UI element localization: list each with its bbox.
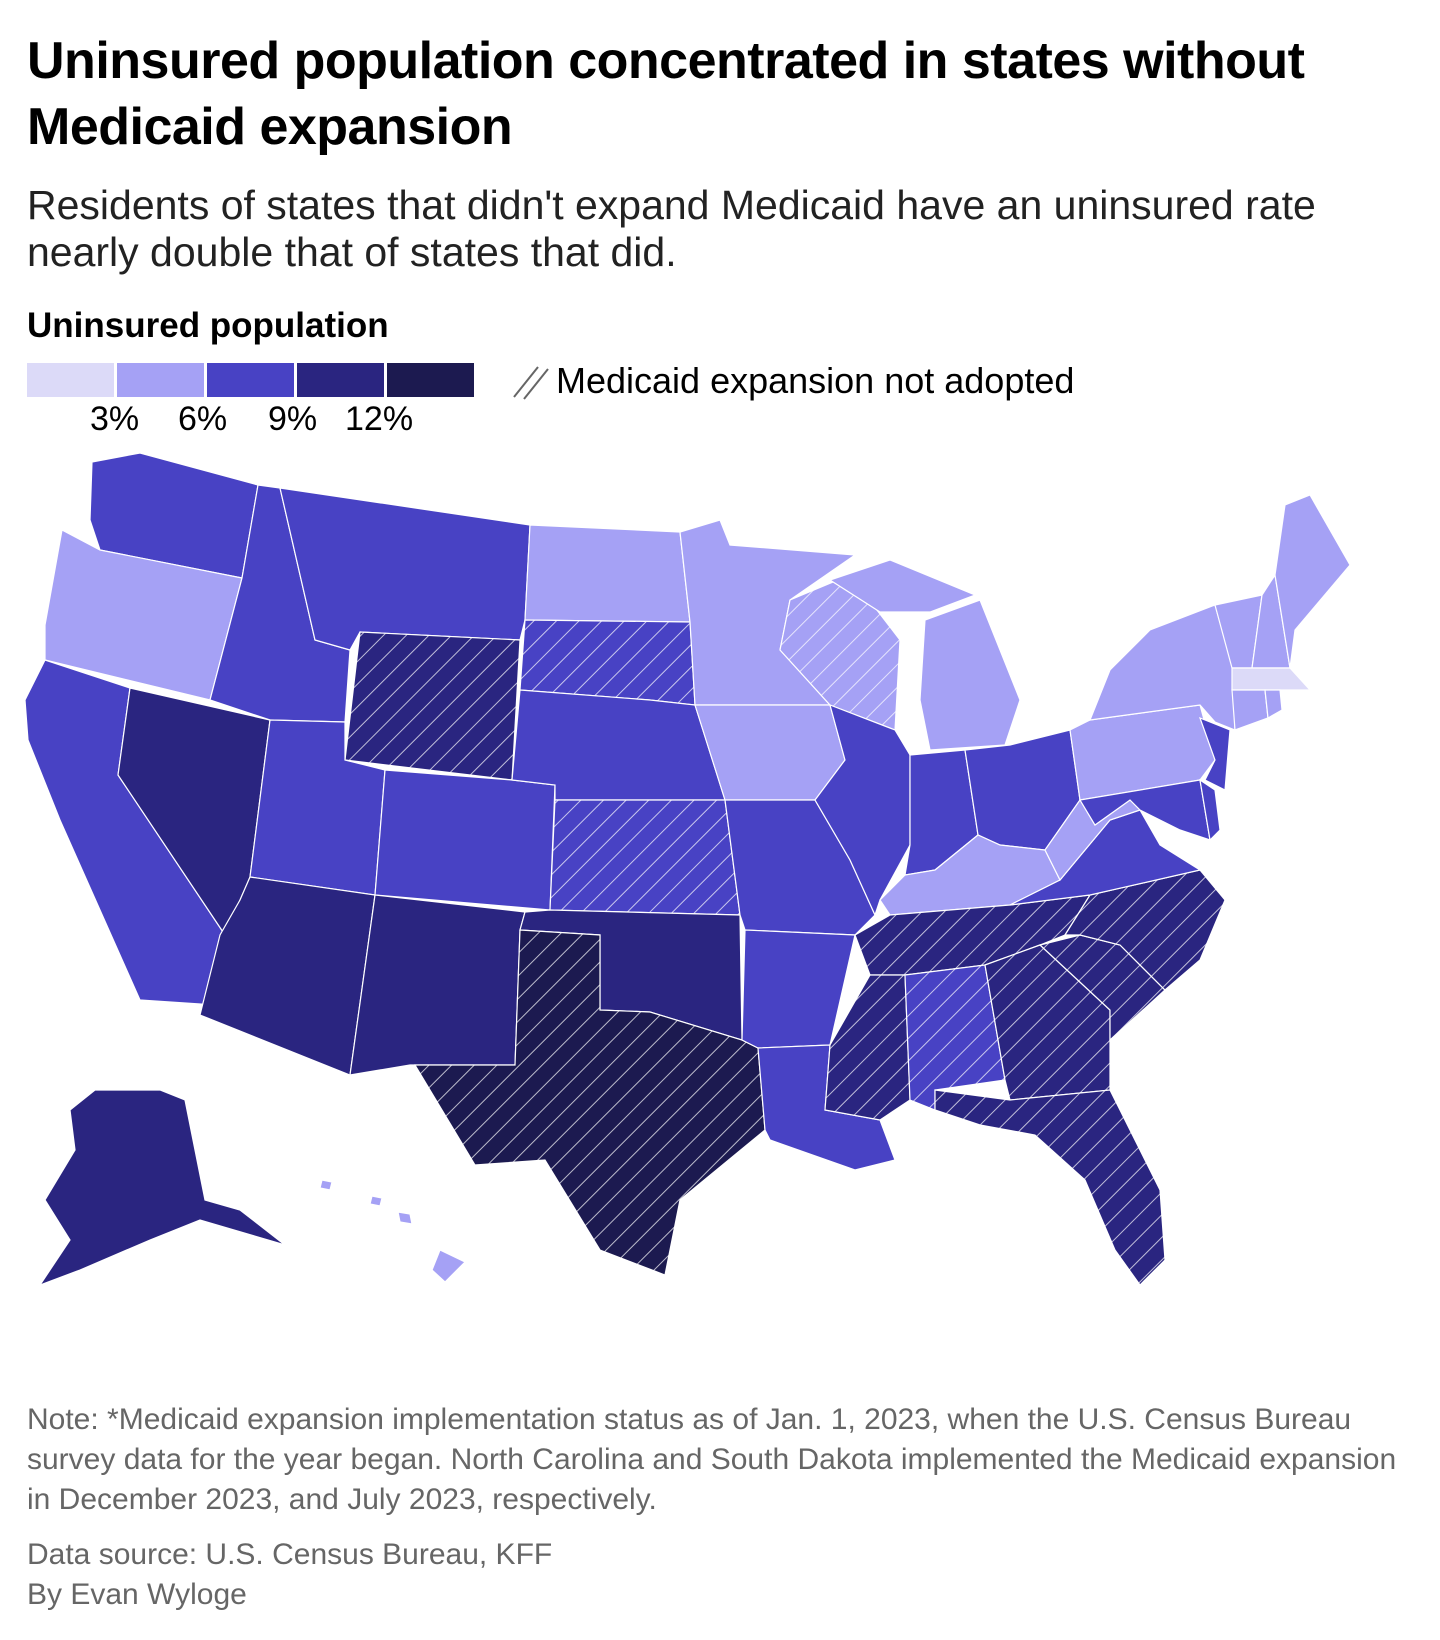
state-ga (984, 944, 1111, 1101)
state-shape (1231, 689, 1269, 731)
state-hi (319, 1179, 467, 1283)
state-wy (344, 631, 521, 781)
state-ne (511, 689, 726, 801)
state-il (814, 704, 911, 917)
no-expansion-hatch (1040, 935, 1165, 1040)
no-expansion-hatch (415, 930, 765, 1275)
state-sc (1038, 934, 1166, 1042)
no-expansion-hatch (550, 800, 740, 915)
legend-hatch-key: Medicaid expansion not adopted (510, 360, 1074, 402)
state-ks (549, 799, 741, 916)
legend-swatch (27, 363, 114, 397)
state-fl (934, 1089, 1166, 1286)
state-shape (814, 704, 911, 917)
state-shape (319, 1179, 333, 1191)
state-shape (1274, 494, 1351, 669)
state-tn (854, 894, 1092, 976)
state-shape (1231, 667, 1312, 691)
legend-tick: 6% (178, 400, 228, 438)
state-shape (828, 559, 977, 613)
legend-swatch (207, 363, 294, 397)
byline: By Evan Wyloge (27, 1578, 247, 1611)
legend-tick: 3% (90, 400, 140, 438)
state-mt (279, 487, 531, 651)
state-me (1274, 494, 1351, 669)
no-expansion-hatch (905, 965, 1005, 1110)
legend-swatch (117, 363, 204, 397)
state-shape (369, 1195, 383, 1207)
state-shape (1198, 716, 1231, 791)
state-nd (524, 524, 691, 623)
state-nj (1198, 716, 1231, 791)
no-expansion-hatch (935, 1090, 1165, 1285)
data-source: Data source: U.S. Census Bureau, KFF (27, 1538, 553, 1571)
state-shape (374, 769, 556, 911)
state-shape (397, 1211, 413, 1225)
state-shape (511, 689, 726, 801)
state-shape (38, 1089, 286, 1287)
state-shape (279, 487, 531, 651)
legend-tick: 9% (268, 400, 318, 438)
no-expansion-hatch (985, 945, 1110, 1100)
state-nm (349, 894, 526, 1076)
state-ri (1264, 689, 1283, 719)
legend-swatch (297, 363, 384, 397)
state-shape (431, 1249, 467, 1283)
legend-swatch (387, 363, 474, 397)
no-expansion-hatch (1065, 870, 1225, 990)
no-expansion-hatch (855, 895, 1090, 975)
state-shape (524, 524, 691, 623)
legend-color-scale (27, 363, 474, 397)
legend-tick: 12% (345, 400, 414, 438)
no-expansion-hatch (345, 632, 520, 780)
state-shape (1264, 689, 1283, 719)
diagonal-hatch-icon (513, 366, 549, 400)
no-expansion-hatch (780, 575, 900, 730)
state-shape (919, 599, 1021, 751)
state-shape (1199, 778, 1221, 842)
state-ct (1231, 689, 1269, 731)
state-mi (828, 559, 1021, 751)
state-al (904, 964, 1006, 1111)
legend-hatch-label: Medicaid expansion not adopted (556, 360, 1075, 401)
chart-subtitle: Residents of states that didn't expand M… (27, 182, 1316, 275)
state-shape (349, 894, 526, 1076)
no-expansion-hatch (825, 975, 910, 1120)
state-tx (413, 929, 766, 1276)
state-co (374, 769, 556, 911)
state-ak (38, 1089, 286, 1287)
state-sd (519, 619, 696, 706)
state-ma (1231, 667, 1312, 691)
legend-title: Uninsured population (27, 306, 389, 345)
chart-title: Uninsured population concentrated in sta… (27, 32, 1305, 156)
state-de (1199, 778, 1221, 842)
chart-source: Data source: U.S. Census Bureau, KFF By … (27, 1535, 552, 1615)
chart-note: Note: *Medicaid expansion implementation… (27, 1403, 1397, 1516)
no-expansion-hatch (520, 620, 695, 705)
